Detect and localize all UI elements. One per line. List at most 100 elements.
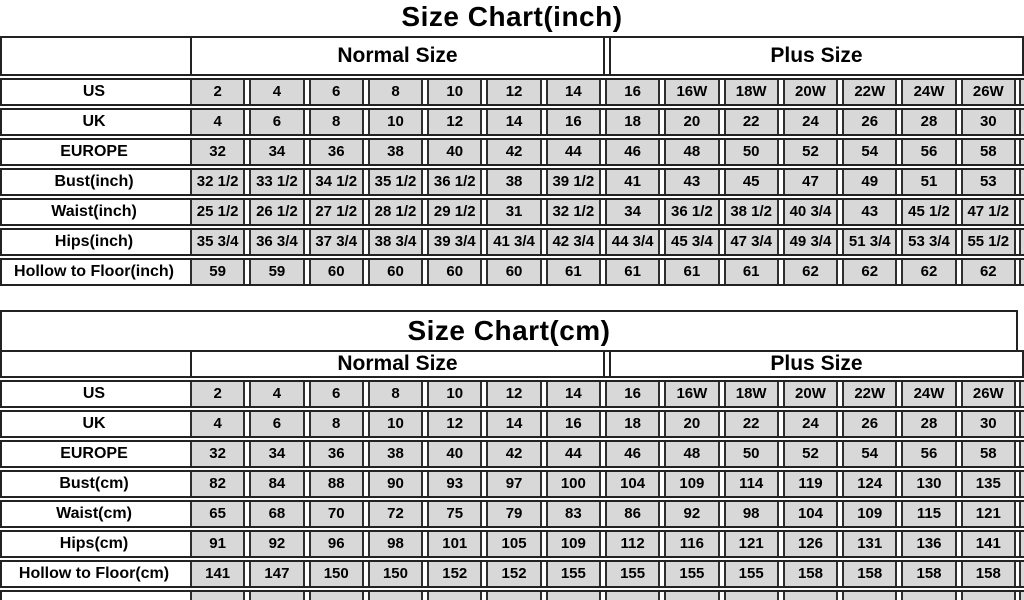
size-cell [427, 592, 483, 600]
size-cell: 70 [308, 502, 364, 526]
size-cell: 58 [960, 140, 1016, 164]
size-cell: 47 1/2 [960, 200, 1016, 224]
size-cell: 26W [960, 382, 1016, 406]
size-row: Bust(inch) 32 1/2 33 1/2 34 1/2 35 1/2 36 1/2… [0, 168, 1024, 196]
size-cell: 26 [842, 412, 898, 436]
row-label: UK [0, 110, 186, 134]
size-cell: 65 [190, 502, 246, 526]
size-cell: 155 [723, 562, 779, 586]
size-cell: 24W [901, 382, 957, 406]
size-row: US 2 4 6 8 10 12 14 16 16W 18W 20W 22W 24W 26W [0, 78, 1024, 106]
size-cell: 12 [427, 412, 483, 436]
size-cell: 29 1/2 [427, 200, 483, 224]
size-cell: 54 [842, 140, 898, 164]
size-cell: 35 3/4 [190, 230, 246, 254]
cropped-column-sliver [1018, 562, 1024, 586]
size-cell: 50 [723, 140, 779, 164]
size-cell: 52 [782, 140, 839, 164]
size-cell: 32 [190, 140, 246, 164]
size-cell: 130 [901, 472, 957, 496]
size-cell: 136 [901, 532, 957, 556]
size-cell: 16 [604, 80, 661, 104]
size-cell: 54 [842, 442, 898, 466]
size-cell: 152 [427, 562, 483, 586]
row-label: Waist(inch) [0, 200, 186, 224]
size-row: EUROPE 32 34 36 38 40 42 44 46 48 50 52 54 56 58 [0, 138, 1024, 166]
size-cell: 124 [842, 472, 898, 496]
size-cell: 41 [604, 170, 661, 194]
size-cell [842, 592, 898, 600]
size-cell: 10 [427, 80, 483, 104]
size-table-inch: US 2 4 6 8 10 12 14 16 16W 18W 20W 22W 24W 26W UK 4 6 8 10 1… [0, 78, 1024, 286]
size-cell: 75 [427, 502, 483, 526]
size-cell: 36 1/2 [427, 170, 483, 194]
size-cell: 88 [308, 472, 364, 496]
size-table-cm: US 2 4 6 8 10 12 14 16 16W 18W 20W 22W 24W 26W UK 4 6 8 10 1… [0, 380, 1024, 600]
size-cell: 20W [782, 80, 839, 104]
size-cell: 126 [782, 532, 839, 556]
size-row: UK 4 6 8 10 12 14 16 18 20 22 24 26 28 30 [0, 410, 1024, 438]
size-cell: 62 [901, 260, 957, 284]
size-cell: 141 [960, 532, 1016, 556]
size-cell [367, 592, 424, 600]
size-cell: 109 [664, 472, 720, 496]
size-cell: 10 [367, 110, 424, 134]
size-cell: 18 [604, 110, 661, 134]
size-cell: 45 1/2 [901, 200, 957, 224]
size-cell: 16W [664, 382, 720, 406]
size-row: Hips(cm) 91 92 96 98 101 105 109 112 116 121 126 131… [0, 530, 1024, 558]
size-cell: 16 [604, 382, 661, 406]
size-cell: 28 [901, 412, 957, 436]
size-cell: 152 [486, 562, 542, 586]
size-cell: 34 [604, 200, 661, 224]
size-cell: 38 1/2 [723, 200, 779, 224]
row-label: Hollow to Floor(inch) [0, 260, 186, 284]
size-cell: 4 [249, 80, 305, 104]
normal-size-header: Normal Size [190, 38, 605, 74]
size-cell: 92 [664, 502, 720, 526]
size-cell: 30 [960, 412, 1016, 436]
size-cell: 8 [367, 382, 424, 406]
row-label: EUROPE [0, 140, 186, 164]
size-row: Bust(cm) 82 84 88 90 93 97 100 104 109 114 119 124 13… [0, 470, 1024, 498]
size-cell: 22 [723, 110, 779, 134]
size-cell [190, 592, 246, 600]
size-cell: 47 3/4 [723, 230, 779, 254]
size-cell: 22W [842, 382, 898, 406]
size-cell: 51 3/4 [842, 230, 898, 254]
size-cell [782, 592, 839, 600]
size-cell: 24W [901, 80, 957, 104]
size-cell: 39 3/4 [427, 230, 483, 254]
size-cell: 32 [190, 442, 246, 466]
size-cell: 42 [486, 442, 542, 466]
cropped-column-sliver [1018, 412, 1024, 436]
size-cell: 141 [190, 562, 246, 586]
size-cell [960, 592, 1016, 600]
size-cell: 49 3/4 [782, 230, 839, 254]
size-cell: 12 [486, 80, 542, 104]
size-cell: 158 [901, 562, 957, 586]
size-cell: 104 [604, 472, 661, 496]
normal-size-header: Normal Size [190, 352, 605, 376]
size-cell: 35 1/2 [367, 170, 424, 194]
plus-size-header: Plus Size [609, 38, 1024, 74]
cropped-column-sliver [1018, 592, 1024, 600]
size-cell: 61 [664, 260, 720, 284]
size-cell [664, 592, 720, 600]
size-cell: 90 [367, 472, 424, 496]
group-header-row: Normal Size Plus Size [0, 350, 1024, 378]
size-cell: 104 [782, 502, 839, 526]
size-cell: 158 [842, 562, 898, 586]
row-label: EUROPE [0, 442, 186, 466]
row-label: Bust(inch) [0, 170, 186, 194]
size-cell: 36 [308, 140, 364, 164]
size-cell: 93 [427, 472, 483, 496]
size-cell: 31 [486, 200, 542, 224]
size-cell: 60 [308, 260, 364, 284]
size-cell: 26 1/2 [249, 200, 305, 224]
size-cell: 38 [367, 140, 424, 164]
row-label [0, 592, 186, 600]
size-cell: 86 [604, 502, 661, 526]
row-label: US [0, 80, 186, 104]
size-cell: 56 [901, 442, 957, 466]
